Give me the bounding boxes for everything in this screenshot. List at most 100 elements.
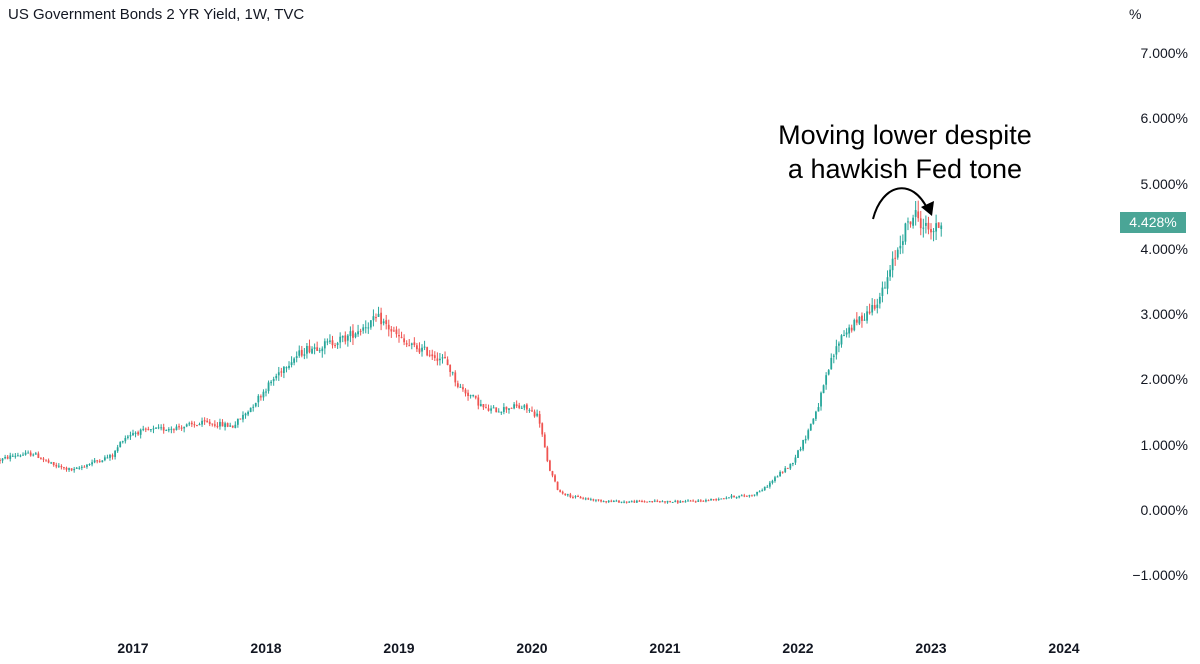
candle-body — [912, 217, 914, 226]
candle-body — [556, 481, 559, 490]
candle-body — [119, 442, 122, 448]
candle-body — [377, 313, 380, 317]
candle-body — [564, 493, 567, 496]
candle-body — [799, 448, 802, 451]
candle-body — [658, 501, 661, 503]
candle-body — [444, 357, 446, 359]
candle-body — [822, 385, 825, 394]
candle-body — [398, 335, 400, 337]
candle-body — [549, 460, 551, 471]
candle-body — [635, 500, 638, 503]
candle-body — [103, 457, 106, 461]
candle-body — [57, 465, 60, 467]
candle-body — [738, 495, 741, 498]
candle-body — [495, 407, 498, 413]
candle-body — [259, 396, 262, 398]
last-price-badge: 4.428% — [1120, 211, 1186, 233]
candle-body — [940, 225, 943, 230]
candle-body — [170, 428, 173, 430]
candle-body — [725, 497, 728, 499]
candle-body — [91, 462, 93, 465]
candle-body — [482, 404, 485, 408]
candle-body — [551, 471, 554, 476]
candle-body — [863, 319, 866, 321]
candle-body — [835, 346, 838, 355]
candle-body — [32, 454, 35, 456]
candle-body — [152, 428, 155, 430]
candle-body — [229, 425, 232, 427]
candle-body — [298, 350, 301, 356]
candle-body — [147, 428, 150, 431]
candle-body — [283, 366, 285, 374]
candle-body — [740, 495, 743, 497]
candle-body — [359, 330, 362, 332]
candle-body — [280, 371, 283, 373]
candle-body — [11, 455, 14, 457]
candle-body — [525, 404, 528, 410]
candle-body — [894, 257, 897, 259]
annotation-arrow — [872, 187, 929, 220]
candle-body — [520, 407, 523, 409]
candle-body — [500, 411, 503, 413]
candle-body — [536, 413, 539, 416]
candle-body — [173, 429, 175, 431]
candle-body — [789, 463, 792, 469]
candle-body — [830, 357, 833, 370]
candle-body — [313, 347, 316, 350]
candle-body — [405, 343, 408, 345]
x-tick-label: 2022 — [782, 640, 814, 656]
candle-body — [868, 311, 871, 314]
candle-body — [477, 397, 480, 406]
candle-body — [697, 500, 700, 502]
candle-body — [462, 387, 464, 390]
candle-body — [234, 424, 237, 428]
candle-body — [451, 372, 454, 374]
candle-body — [86, 464, 88, 467]
candle-body — [904, 223, 907, 242]
candle-body — [669, 500, 672, 502]
candle-body — [597, 499, 600, 501]
y-tick-label: 7.000% — [1140, 44, 1188, 61]
y-axis-unit: % — [1129, 6, 1142, 22]
candle-body — [196, 425, 198, 427]
candle-body — [369, 320, 372, 328]
candle-body — [272, 379, 275, 382]
candle-body — [699, 500, 702, 502]
candle-body — [75, 467, 78, 469]
candle-body — [722, 498, 725, 500]
candle-body — [239, 418, 242, 420]
candle-body — [382, 321, 385, 324]
candle-body — [213, 424, 216, 426]
candle-body — [421, 347, 423, 352]
candle-body — [577, 496, 579, 498]
candle-body — [728, 497, 730, 499]
candle-body — [144, 428, 147, 430]
candle-body — [73, 468, 76, 471]
candle-body — [134, 432, 137, 434]
candle-body — [341, 336, 344, 338]
candle-body — [884, 287, 886, 289]
candle-body — [114, 450, 116, 457]
candle-body — [518, 405, 521, 408]
candle-body — [459, 386, 462, 388]
candle-body — [249, 407, 252, 413]
x-tick-label: 2024 — [1048, 640, 1080, 656]
candle-body — [0, 459, 1, 461]
candle-body — [768, 482, 771, 487]
x-tick-label: 2020 — [516, 640, 548, 656]
candle-body — [589, 499, 592, 501]
candle-body — [661, 501, 664, 503]
candle-body — [653, 500, 656, 502]
candle-body — [702, 500, 705, 502]
candle-body — [574, 496, 577, 498]
candle-body — [208, 421, 211, 425]
candle-body — [231, 425, 234, 428]
candle-body — [572, 497, 574, 499]
candle-body — [339, 336, 342, 343]
candle-body — [891, 258, 894, 271]
candle-body — [416, 345, 418, 350]
candle-body — [277, 372, 280, 376]
candle-body — [201, 420, 203, 425]
candle-body — [817, 407, 820, 412]
